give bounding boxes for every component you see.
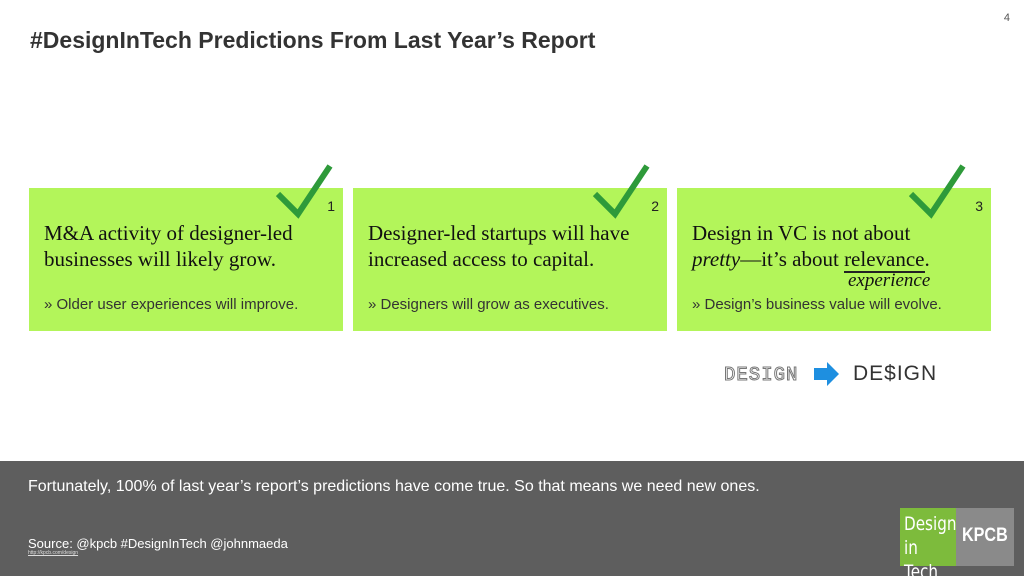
- card-headline: Design in VC is not about pretty—it’s ab…: [692, 220, 987, 273]
- logo-line: Design: [904, 513, 957, 535]
- headline-text: —it’s about: [740, 247, 839, 271]
- design-to: DE$IGN: [853, 362, 938, 385]
- source: Source: @kpcb #DesignInTech @johnmaeda: [28, 536, 288, 551]
- headline-italic: pretty: [692, 247, 741, 271]
- logo-green: Design in Tech: [900, 508, 956, 576]
- logo-gray: KPCB: [956, 508, 1014, 566]
- logo-line: in Tech: [904, 537, 939, 576]
- logo-brand: KPCB: [962, 525, 1008, 546]
- checkmark: [275, 164, 333, 219]
- card-headline: M&A activity of designer-led businesses …: [44, 221, 293, 271]
- card-number: 3: [975, 198, 983, 214]
- card-number: 1: [327, 198, 335, 214]
- card-detail: » Designers will grow as executives.: [368, 296, 609, 313]
- checkmark: [908, 164, 966, 219]
- struck-word: relevance: [844, 247, 925, 273]
- headline-text: .: [924, 247, 930, 271]
- title: #DesignInTech Predictions From Last Year…: [30, 27, 596, 53]
- correction: experience: [848, 270, 931, 291]
- card: 1 M&A activity of designer-led businesse…: [29, 164, 343, 331]
- checkmark: [592, 164, 650, 219]
- card-headline: Designer-led startups will have increase…: [368, 221, 630, 271]
- logo-text: Design in Tech: [904, 512, 956, 576]
- page-number: 4: [1003, 12, 1010, 24]
- card: 2 Designer-led startups will have increa…: [353, 164, 667, 331]
- headline-text: Design in VC is not about: [692, 221, 911, 245]
- card-detail: » Design’s business value will evolve.: [692, 296, 942, 313]
- footer-message: Fortunately, 100% of last year’s report’…: [28, 478, 760, 495]
- card: 3 Design in VC is not about pretty—it’s …: [677, 164, 991, 331]
- card-number: 2: [651, 198, 659, 214]
- footer: Fortunately, 100% of last year’s report’…: [0, 461, 1024, 576]
- source-link[interactable]: http://kpcb.com/design: [28, 550, 79, 556]
- arrow: [814, 362, 839, 386]
- card-detail: » Older user experiences will improve.: [44, 296, 299, 313]
- design-from: DESIGN: [723, 364, 799, 387]
